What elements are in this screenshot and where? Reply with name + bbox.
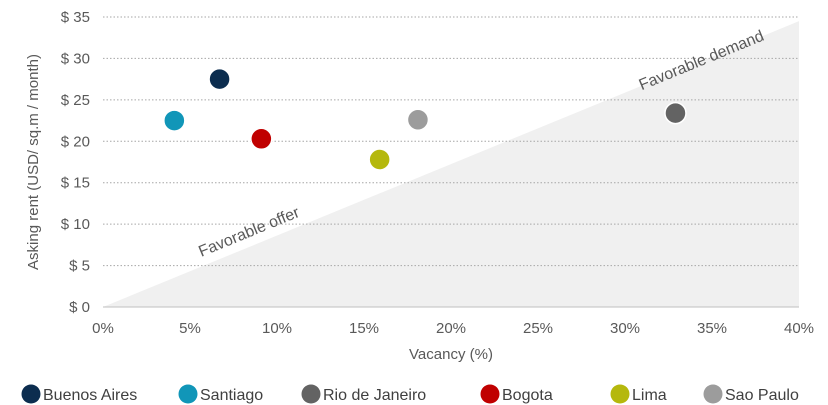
legend-item-santiago: Santiago [178, 384, 263, 404]
y-tick-label: $ 10 [61, 216, 90, 233]
axes: $ 0 $ 5 $ 10 $ 15 $ 20 $ 25 $ 30 $ 35 0% 5% 10% 15%… [25, 9, 814, 363]
legend-label: Rio de Janeiro [323, 387, 426, 404]
data-points [163, 67, 687, 171]
y-tick-label: $ 25 [61, 92, 90, 109]
data-point-bogota [250, 127, 273, 151]
legend-label: Santiago [200, 387, 263, 404]
x-axis-title: Vacancy (%) [409, 346, 493, 363]
y-tick-label: $ 0 [69, 299, 90, 316]
x-tick-label: 0% [92, 320, 114, 337]
legend-marker [703, 384, 723, 404]
legend-item-lima: Lima [610, 384, 667, 404]
legend-item-sao-paulo: Sao Paulo [703, 384, 799, 404]
data-point-rio-de-janeiro [664, 101, 687, 125]
legend-marker [480, 384, 500, 404]
data-point-sao-paulo [406, 108, 430, 131]
legend-marker [610, 384, 630, 404]
legend-marker [178, 384, 198, 404]
legend-label: Sao Paulo [725, 387, 799, 404]
legend-label: Buenos Aires [43, 387, 137, 404]
x-tick-label: 5% [179, 320, 201, 337]
y-tick-label: $ 5 [69, 258, 90, 275]
legend-label: Bogota [502, 387, 553, 404]
x-tick-label: 15% [349, 320, 379, 337]
data-point-lima [368, 148, 391, 171]
y-tick-label: $ 15 [61, 175, 90, 192]
y-tick-label: $ 20 [61, 133, 90, 150]
shaded-region [103, 21, 799, 308]
x-tick-label: 10% [262, 320, 292, 337]
shaded-region-layer [103, 21, 799, 308]
y-axis-title: Asking rent (USD/ sq.m / month) [25, 54, 42, 270]
legend-marker [21, 384, 41, 404]
gridlines [103, 16, 799, 267]
legend-marker [301, 384, 321, 404]
y-tick-label: $ 30 [61, 50, 90, 67]
legend: Buenos Aires Santiago Rio de Janeiro Bogota… [21, 384, 799, 404]
x-tick-label: 20% [436, 320, 466, 337]
y-tick-label: $ 35 [61, 9, 90, 26]
legend-item-buenos-aires: Buenos Aires [21, 384, 137, 404]
x-tick-label: 30% [610, 320, 640, 337]
x-tick-label: 35% [697, 320, 727, 337]
data-point-buenos-aires [208, 67, 231, 91]
x-tick-label: 25% [523, 320, 553, 337]
data-point-santiago [163, 109, 186, 132]
legend-item-bogota: Bogota [480, 384, 553, 404]
x-tick-label: 40% [784, 320, 814, 337]
legend-label: Lima [632, 387, 667, 404]
legend-item-rio-de-janeiro: Rio de Janeiro [301, 384, 426, 404]
